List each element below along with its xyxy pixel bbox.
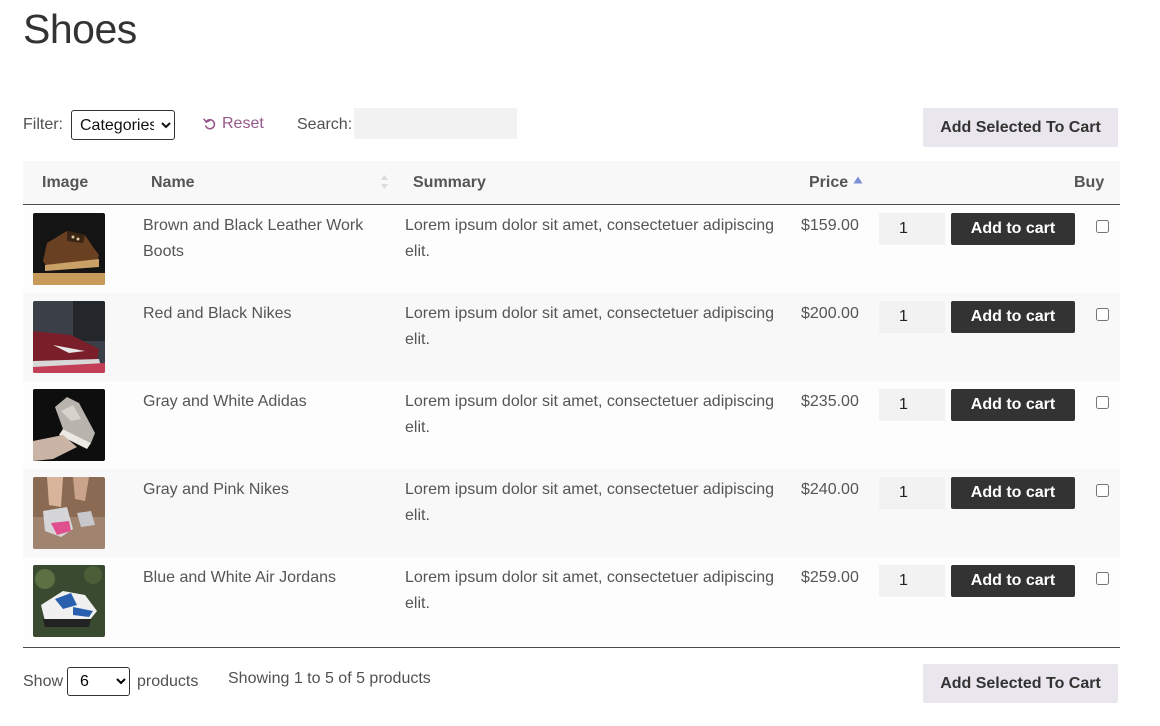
table-row: Red and Black Nikes Lorem ipsum dolor si… [23, 293, 1120, 381]
column-header-image: Image [42, 174, 89, 191]
table-bottom-border [23, 647, 1120, 648]
product-name[interactable]: Brown and Black Leather Work Boots [143, 217, 364, 260]
quantity-input[interactable] [879, 301, 945, 333]
add-to-cart-button[interactable]: Add to cart [951, 389, 1075, 421]
table-row: Gray and Pink Nikes Lorem ipsum dolor si… [23, 469, 1120, 557]
product-name[interactable]: Gray and White Adidas [143, 393, 307, 410]
column-header-name[interactable]: Name [151, 174, 195, 191]
column-header-buy: Buy [1074, 174, 1105, 191]
category-filter-select[interactable]: Categories [71, 110, 175, 140]
products-label: products [137, 673, 199, 690]
product-summary: Lorem ipsum dolor sit amet, consectetuer… [405, 393, 775, 436]
add-to-cart-button[interactable]: Add to cart [951, 213, 1075, 245]
add-selected-to-cart-button-top[interactable]: Add Selected To Cart [923, 108, 1118, 147]
product-price: $240.00 [801, 481, 859, 498]
showing-count-text: Showing 1 to 5 of 5 products [228, 670, 431, 687]
column-header-summary: Summary [413, 174, 486, 191]
product-summary: Lorem ipsum dolor sit amet, consectetuer… [405, 481, 775, 524]
table-row: Gray and White Adidas Lorem ipsum dolor … [23, 381, 1120, 469]
sort-neutral-icon[interactable] [380, 174, 389, 190]
add-to-cart-button[interactable]: Add to cart [951, 565, 1075, 597]
product-price: $259.00 [801, 569, 859, 586]
add-to-cart-button[interactable]: Add to cart [951, 477, 1075, 509]
product-price: $235.00 [801, 393, 859, 410]
quantity-input[interactable] [879, 213, 945, 245]
search-input[interactable] [354, 108, 517, 139]
quantity-input[interactable] [879, 477, 945, 509]
show-label: Show [23, 673, 64, 690]
buy-checkbox[interactable] [1096, 396, 1109, 409]
product-summary: Lorem ipsum dolor sit amet, consectetuer… [405, 217, 775, 260]
add-selected-to-cart-button-bottom[interactable]: Add Selected To Cart [923, 664, 1118, 703]
quantity-input[interactable] [879, 389, 945, 421]
page-title: Shoes [23, 6, 137, 52]
quantity-input[interactable] [879, 565, 945, 597]
filter-label: Filter: [23, 116, 63, 133]
product-price: $200.00 [801, 305, 859, 322]
products-per-page-select[interactable]: 6 [67, 667, 130, 696]
table-row: Brown and Black Leather Work Boots Lorem… [23, 205, 1120, 293]
buy-checkbox[interactable] [1096, 484, 1109, 497]
search-label: Search: [297, 116, 353, 133]
product-price: $159.00 [801, 217, 859, 234]
product-name[interactable]: Gray and Pink Nikes [143, 481, 289, 498]
product-summary: Lorem ipsum dolor sit amet, consectetuer… [405, 305, 775, 348]
product-name[interactable]: Red and Black Nikes [143, 305, 292, 322]
table-row: Blue and White Air Jordans Lorem ipsum d… [23, 557, 1120, 645]
pink-sneaker-icon[interactable] [33, 477, 105, 549]
buy-checkbox[interactable] [1096, 572, 1109, 585]
red-sneaker-icon[interactable] [33, 301, 105, 373]
table-header: Image Name Summary Price Buy [23, 161, 1120, 205]
buy-checkbox[interactable] [1096, 220, 1109, 233]
work-boot-icon[interactable] [33, 213, 105, 285]
column-header-price[interactable]: Price [809, 174, 863, 192]
gray-sneaker-icon[interactable] [33, 389, 105, 461]
product-name[interactable]: Blue and White Air Jordans [143, 569, 336, 586]
product-summary: Lorem ipsum dolor sit amet, consectetuer… [405, 569, 775, 612]
reset-icon [203, 118, 216, 130]
blue-sneaker-icon[interactable] [33, 565, 105, 637]
product-table-body: Brown and Black Leather Work Boots Lorem… [23, 205, 1120, 645]
buy-checkbox[interactable] [1096, 308, 1109, 321]
sort-ascending-icon [853, 176, 863, 184]
column-header-price-label: Price [809, 174, 849, 191]
reset-label: Reset [222, 115, 264, 132]
reset-link[interactable]: Reset [203, 115, 264, 133]
add-to-cart-button[interactable]: Add to cart [951, 301, 1075, 333]
